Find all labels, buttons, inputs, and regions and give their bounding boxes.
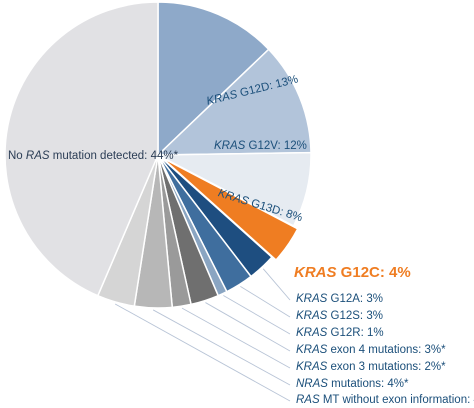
label-nras: NRAS mutations: 4%* [296, 378, 409, 390]
leader-line-exon4 [205, 302, 291, 352]
label-g12v: KRAS G12V: 12% [214, 140, 307, 152]
leader-line-g12a [262, 268, 291, 301]
pie-slice-g12c [161, 157, 299, 262]
label-exon3: KRAS exon 3 mutations: 2%* [296, 361, 446, 373]
leader-line-nras [152, 309, 291, 386]
label-g12r: KRAS G12R: 1% [296, 327, 384, 339]
leader-line-ras_mt [114, 303, 291, 402]
label-exon4: KRAS exon 4 mutations: 3%* [296, 344, 446, 356]
label-g12a: KRAS G12A: 3% [296, 293, 383, 305]
leader-line-g12s [240, 285, 291, 318]
leader-line-g12r [223, 295, 291, 335]
pie-slice-g12d [157, 1, 270, 157]
leader-line-exon3 [181, 307, 291, 369]
label-ras-mt: RAS MT without exon information: 4%† [296, 394, 474, 406]
label-g12c: KRAS G12C: 4% [294, 264, 411, 281]
label-g12s: KRAS G12S: 3% [296, 310, 383, 322]
pie-slice-g12v [156, 48, 312, 156]
label-no-ras: No RAS mutation detected: 44%* [8, 150, 179, 162]
pie-slice-no_ras [4, 1, 159, 297]
